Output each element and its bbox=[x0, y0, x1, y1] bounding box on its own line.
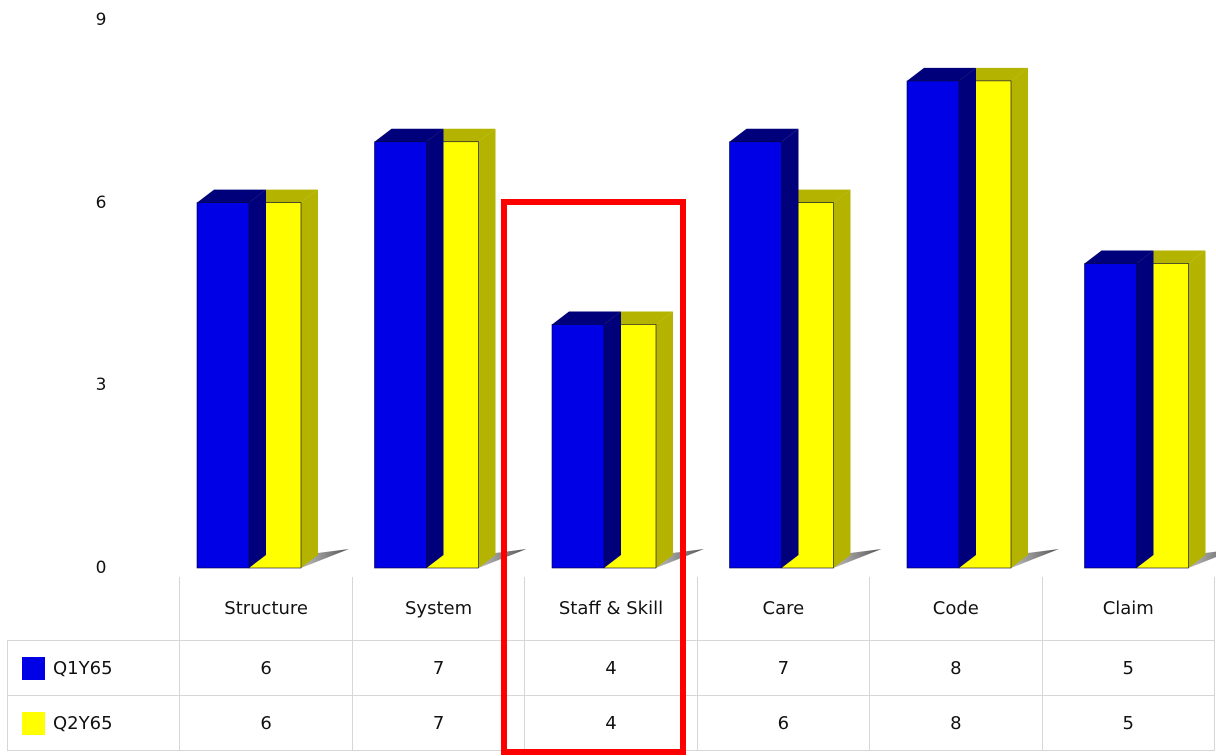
bar-side bbox=[833, 189, 851, 568]
bar bbox=[1084, 263, 1137, 569]
data-table: Structure System Staff & Skill Care Code Clai… bbox=[6, 577, 1216, 751]
bar-top bbox=[959, 67, 1028, 81]
bar bbox=[374, 141, 427, 569]
bar-side bbox=[426, 128, 444, 568]
bar-side bbox=[604, 311, 621, 568]
y-tick-label: 3 bbox=[95, 375, 107, 396]
data-value: 8 bbox=[869, 695, 1043, 751]
bar bbox=[906, 80, 960, 569]
bar-side bbox=[781, 128, 799, 568]
category-label: System bbox=[351, 577, 526, 641]
data-value: 7 bbox=[351, 695, 526, 751]
bar-top bbox=[1136, 250, 1206, 264]
data-value: 6 bbox=[179, 640, 353, 696]
bar-side bbox=[301, 189, 318, 568]
bar-side bbox=[249, 189, 266, 568]
bar-top bbox=[249, 189, 318, 203]
bar bbox=[551, 324, 605, 569]
data-value: 4 bbox=[524, 695, 698, 751]
bar-top bbox=[374, 128, 444, 142]
series-legend-cell: Q1Y65 bbox=[6, 640, 181, 696]
table-corner bbox=[7, 577, 181, 641]
data-value: 7 bbox=[351, 640, 526, 696]
series-name: Q2Y65 bbox=[53, 712, 113, 734]
bar-top bbox=[604, 311, 673, 325]
floor-shadow bbox=[907, 549, 1059, 568]
category-label: Structure bbox=[179, 577, 353, 641]
series-legend-cell: Q2Y65 bbox=[6, 695, 181, 751]
bar-top bbox=[197, 189, 266, 203]
category-label: Code bbox=[869, 577, 1043, 641]
floor-shadow bbox=[729, 549, 882, 568]
bar-top bbox=[729, 128, 799, 142]
bar-side bbox=[656, 311, 673, 568]
data-value: 5 bbox=[1041, 640, 1216, 696]
table-row: Q2Y65 6 7 4 6 8 5 bbox=[6, 695, 1216, 751]
series-name: Q1Y65 bbox=[53, 657, 113, 679]
bar bbox=[729, 141, 782, 569]
bar-side bbox=[478, 128, 496, 568]
data-value: 4 bbox=[524, 640, 698, 696]
legend-swatch bbox=[22, 711, 45, 735]
floor-shadow bbox=[552, 549, 704, 568]
bar-top bbox=[1084, 250, 1154, 264]
bar-top bbox=[552, 311, 621, 325]
bar-top bbox=[907, 67, 976, 81]
bar-top bbox=[781, 189, 851, 203]
bar-side bbox=[1011, 67, 1028, 568]
bar-top bbox=[426, 128, 496, 142]
y-tick-label: 0 bbox=[95, 558, 107, 578]
bar-side bbox=[1188, 250, 1206, 569]
data-value: 8 bbox=[869, 640, 1043, 696]
floor-shadow bbox=[197, 549, 349, 568]
table-row: Q1Y65 6 7 4 7 8 5 bbox=[6, 640, 1216, 696]
data-value: 7 bbox=[696, 640, 871, 696]
bar-side bbox=[1136, 250, 1154, 569]
legend-swatch bbox=[22, 656, 45, 680]
category-label: Staff & Skill bbox=[524, 577, 698, 641]
data-value: 5 bbox=[1041, 695, 1216, 751]
floor-shadow bbox=[374, 549, 527, 568]
category-label: Claim bbox=[1041, 577, 1216, 641]
y-tick-label: 6 bbox=[95, 192, 107, 213]
data-value: 6 bbox=[696, 695, 871, 751]
y-tick-label: 9 bbox=[95, 10, 107, 30]
data-value: 6 bbox=[179, 695, 353, 751]
category-label: Care bbox=[696, 577, 871, 641]
bar bbox=[196, 202, 250, 569]
bar-side bbox=[959, 67, 976, 568]
